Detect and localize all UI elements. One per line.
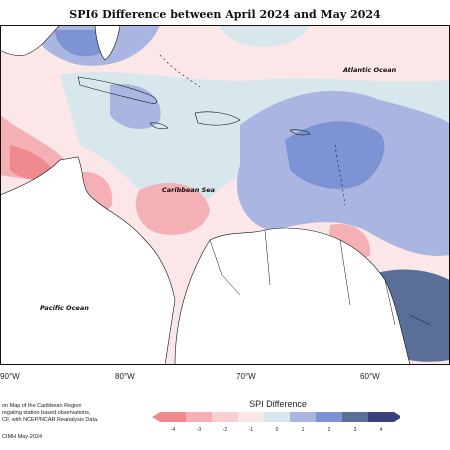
legend-title: SPI Difference bbox=[249, 399, 307, 409]
lon-tick-80w: 80°W bbox=[115, 372, 135, 381]
legend-swatch bbox=[212, 412, 238, 422]
land-lesser-antilles bbox=[334, 144, 346, 206]
legend-tick-label: 3 bbox=[354, 427, 357, 433]
footnote-line-3: CF, with NCEP/NCAR Reanalysis Data. bbox=[2, 417, 99, 423]
label-atlantic-ocean: Atlantic Ocean bbox=[342, 66, 397, 74]
legend-swatch bbox=[238, 412, 264, 422]
color-legend: -4 -3 -2 -1 0 1 2 3 4 bbox=[152, 412, 400, 433]
label-caribbean-sea: Caribbean Sea bbox=[162, 186, 215, 194]
legend-tick-label: 4 bbox=[380, 427, 383, 433]
lon-tick-90w: 90°W bbox=[0, 372, 20, 381]
label-pacific-ocean: Pacific Ocean bbox=[40, 304, 89, 312]
spi-difference-map: Atlantic Ocean Caribbean Sea Pacific Oce… bbox=[0, 25, 450, 365]
land-jamaica bbox=[149, 122, 169, 130]
legend-arrow-low bbox=[152, 412, 160, 422]
footnote-line-1: on Map of the Caribbean Region bbox=[2, 403, 82, 409]
legend-swatch bbox=[290, 412, 316, 422]
lon-tick-60w: 60°W bbox=[360, 372, 380, 381]
land-gulf-coast bbox=[0, 25, 61, 56]
land-central-america bbox=[0, 156, 176, 365]
legend-tick-label: 1 bbox=[302, 427, 305, 433]
land-florida bbox=[94, 25, 121, 61]
land-hispaniola bbox=[194, 111, 241, 126]
pink-anomaly-central bbox=[135, 182, 210, 235]
blue-anomaly-central bbox=[110, 84, 161, 130]
legend-swatch bbox=[186, 412, 212, 422]
land-bahamas bbox=[159, 54, 201, 88]
legend-tick-label: 2 bbox=[328, 427, 331, 433]
legend-swatch bbox=[160, 412, 186, 422]
blue-anomaly-core bbox=[285, 121, 385, 190]
blue-anomaly-topright bbox=[220, 25, 310, 47]
legend-tick-label: -2 bbox=[223, 427, 228, 433]
legend-tick-label: -4 bbox=[171, 427, 176, 433]
legend-swatch bbox=[264, 412, 290, 422]
lon-tick-70w: 70°W bbox=[236, 372, 256, 381]
legend-swatch bbox=[316, 412, 342, 422]
legend-swatch bbox=[342, 412, 368, 422]
legend-arrow-high bbox=[394, 412, 400, 422]
footnote-line-2: regating station based observations, bbox=[2, 410, 91, 416]
country-borders bbox=[209, 229, 431, 326]
legend-tick-label: -1 bbox=[249, 427, 254, 433]
legend-tick-label: 0 bbox=[276, 427, 279, 433]
land-puerto-rico bbox=[289, 129, 311, 136]
map-title: SPI6 Difference between April 2024 and M… bbox=[69, 8, 381, 21]
legend-tick-label: -3 bbox=[197, 427, 202, 433]
legend-swatch bbox=[368, 412, 394, 422]
credit-text: CIMH May-2024 bbox=[2, 434, 43, 440]
land-cuba bbox=[77, 76, 158, 104]
pink-anomaly-west-core bbox=[10, 145, 55, 180]
